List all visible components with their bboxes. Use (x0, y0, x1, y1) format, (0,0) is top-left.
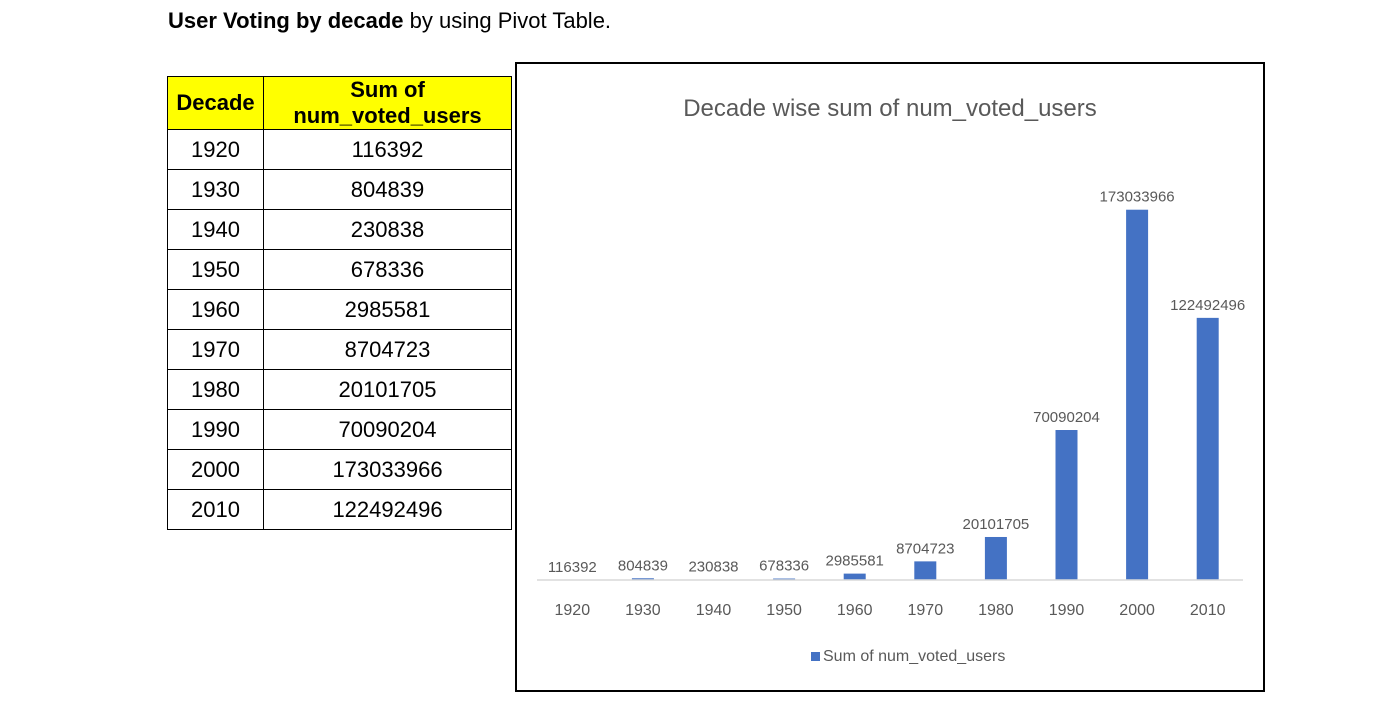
bar-chart: Decade wise sum of num_voted_users 11639… (537, 95, 1245, 665)
legend-label: Sum of num_voted_users (823, 648, 1005, 665)
x-tick-1980: 1980 (978, 602, 1014, 619)
pivot-header-row: Decade Sum of num_voted_users (167, 76, 512, 130)
bar-2010 (1196, 317, 1219, 580)
data-label-1990: 70090204 (1033, 409, 1100, 426)
header-decade: Decade (167, 76, 264, 130)
table-row: 1970 8704723 (167, 329, 512, 370)
bar-1980 (984, 536, 1007, 580)
bar-1990 (1055, 430, 1078, 580)
data-label-1920: 116392 (548, 559, 597, 576)
cell-sum: 116392 (263, 129, 512, 170)
chart-legend: Sum of num_voted_users (811, 648, 1005, 665)
data-label-1940: 230838 (688, 559, 738, 576)
x-tick-1920: 1920 (555, 602, 591, 619)
cell-sum: 804839 (263, 169, 512, 210)
bar-1960 (843, 573, 866, 580)
x-tick-1990: 1990 (1049, 602, 1085, 619)
table-row: 2010 122492496 (167, 489, 512, 530)
bars-layer: 116392 804839 230838 678336 2985581 8704723 20… (548, 189, 1245, 580)
bar-1930 (631, 578, 654, 580)
page-heading: User Voting by decade by using Pivot Tab… (168, 8, 611, 34)
x-tick-1930: 1930 (625, 602, 661, 619)
table-row: 1990 70090204 (167, 409, 512, 450)
cell-sum: 173033966 (263, 449, 512, 490)
cell-sum: 230838 (263, 209, 512, 250)
cell-decade: 1930 (167, 169, 264, 210)
cell-sum: 2985581 (263, 289, 512, 330)
table-row: 1930 804839 (167, 169, 512, 210)
x-tick-1960: 1960 (837, 602, 873, 619)
x-tick-2010: 2010 (1190, 602, 1226, 619)
x-tick-1950: 1950 (766, 602, 802, 619)
cell-decade: 1970 (167, 329, 264, 370)
data-label-1970: 8704723 (896, 540, 954, 557)
table-row: 1920 116392 (167, 129, 512, 170)
cell-decade: 1990 (167, 409, 264, 450)
data-label-1980: 20101705 (963, 516, 1030, 533)
data-label-1950: 678336 (759, 558, 809, 575)
x-tick-1970: 1970 (908, 602, 944, 619)
heading-rest: by using Pivot Table. (403, 8, 612, 33)
table-row: 2000 173033966 (167, 449, 512, 490)
bar-1970 (914, 561, 937, 580)
table-row: 1950 678336 (167, 249, 512, 290)
header-sum-votes: Sum of num_voted_users (263, 76, 512, 130)
table-row: 1940 230838 (167, 209, 512, 250)
chart-title: Decade wise sum of num_voted_users (683, 95, 1097, 122)
cell-decade: 2000 (167, 449, 264, 490)
legend-swatch (811, 652, 820, 661)
cell-decade: 1940 (167, 209, 264, 250)
chart-container: Decade wise sum of num_voted_users 11639… (515, 62, 1265, 692)
x-tick-2000: 2000 (1119, 602, 1155, 619)
x-tick-labels: 1920 1930 1940 1950 1960 1970 1980 1990 2000 2010 (555, 602, 1226, 619)
cell-decade: 1980 (167, 369, 264, 410)
pivot-table: Decade Sum of num_voted_users 1920 116392… (167, 76, 512, 530)
cell-decade: 1950 (167, 249, 264, 290)
table-row: 1980 20101705 (167, 369, 512, 410)
cell-sum: 122492496 (263, 489, 512, 530)
cell-sum: 70090204 (263, 409, 512, 450)
bar-2000 (1126, 209, 1149, 580)
cell-decade: 2010 (167, 489, 264, 530)
table-row: 1960 2985581 (167, 289, 512, 330)
heading-bold: User Voting by decade (168, 8, 404, 33)
data-label-1960: 2985581 (825, 553, 883, 570)
cell-decade: 1920 (167, 129, 264, 170)
data-label-2000: 173033966 (1100, 189, 1175, 206)
data-label-2010: 122492496 (1170, 297, 1245, 314)
cell-decade: 1960 (167, 289, 264, 330)
cell-sum: 8704723 (263, 329, 512, 370)
cell-sum: 678336 (263, 249, 512, 290)
cell-sum: 20101705 (263, 369, 512, 410)
data-label-1930: 804839 (618, 557, 668, 574)
x-tick-1940: 1940 (696, 602, 732, 619)
